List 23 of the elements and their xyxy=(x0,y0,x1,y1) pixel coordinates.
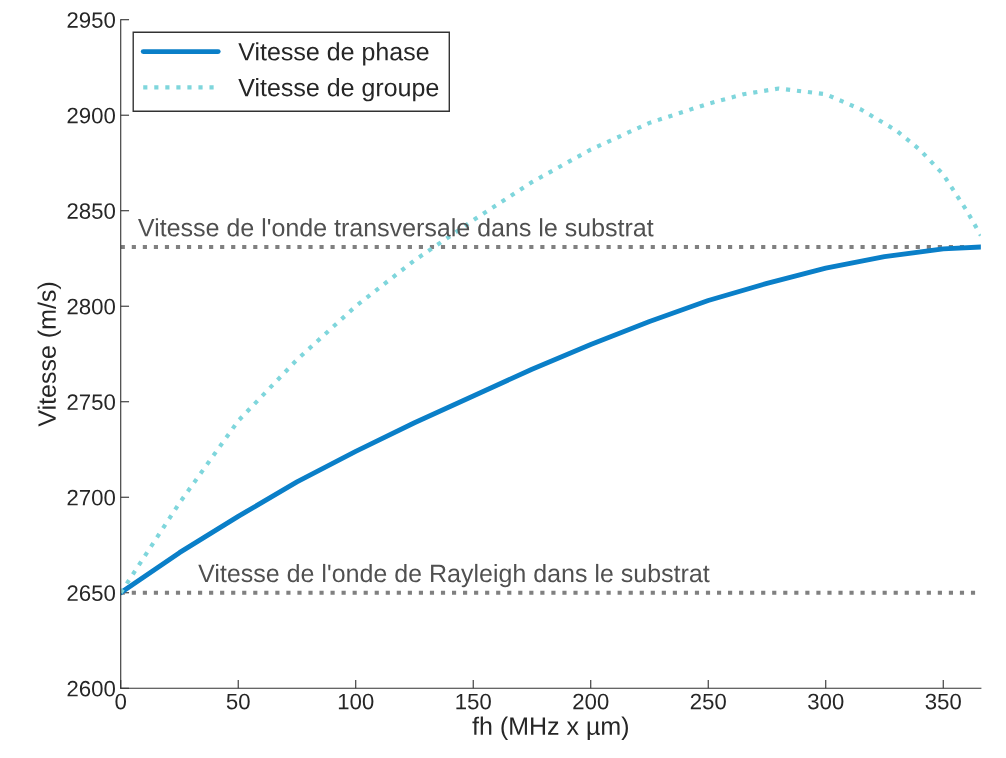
y-tick-label: 2850 xyxy=(67,203,115,219)
y-tick-label: 2650 xyxy=(67,585,115,602)
y-tick-label: 2750 xyxy=(67,394,115,411)
x-tick-label: 350 xyxy=(925,693,961,710)
y-tick-label: 2900 xyxy=(67,107,115,124)
y-tick-label: 2950 xyxy=(67,12,115,28)
x-axis-title: fh (MHz x µm) xyxy=(472,716,628,740)
ref-line-label: Vitesse de l'onde transversale dans le substrat xyxy=(138,218,654,237)
y-tick-label: 2600 xyxy=(67,680,115,697)
x-tick-label: 300 xyxy=(808,693,844,710)
y-tick-label: 2700 xyxy=(67,489,115,506)
ref-line-label: Vitesse de l'onde de Rayleigh dans le substrat xyxy=(198,563,710,588)
line-series xyxy=(120,244,981,596)
x-tick-label: 50 xyxy=(226,693,250,710)
x-tick-label: 100 xyxy=(338,693,374,710)
legend-label: Vitesse de groupe xyxy=(238,78,439,102)
x-tick-label: 250 xyxy=(690,693,726,710)
y-tick-label: 2800 xyxy=(67,298,115,315)
x-tick-label: 200 xyxy=(573,693,609,710)
y-axis-title: Vitesse (m/s) xyxy=(37,282,61,427)
x-tick-label: 150 xyxy=(456,693,491,710)
legend-label: Vitesse de phase xyxy=(238,42,429,66)
x-tick-label: 0 xyxy=(115,693,127,710)
